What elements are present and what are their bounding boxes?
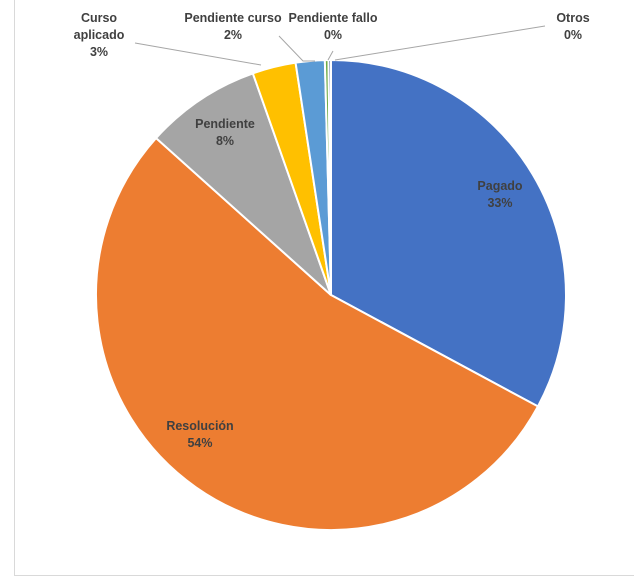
pie-chart: Pagado 33% Resolución 54% Pendiente 8% Curso ap… [74,11,590,531]
data-label: Pendiente 8% [195,117,255,148]
data-labels: Pagado 33% Resolución 54% Pendiente 8% Curso ap… [74,11,590,450]
leader-line [327,50,334,61]
data-label: Resolución 54% [166,419,233,450]
data-label: Pendiente curso 2% [184,11,282,42]
data-label: Otros 0% [556,11,589,42]
pie-slice-pagado [330,58,567,408]
leader-line [134,42,262,66]
pie-slices [95,58,567,531]
leader-line [278,35,315,62]
leader-line [334,25,546,61]
chart-frame: Pagado 33% Resolución 54% Pendiente 8% Curso ap… [14,0,634,576]
pie-slice-resoluci-n [95,136,540,531]
data-label: Pagado 33% [477,179,523,210]
data-label: Pendiente fallo 0% [289,11,378,42]
data-label: Curso aplicado 3% [74,11,125,59]
leader-lines [134,25,546,66]
pie-slice-pendiente [154,72,332,296]
